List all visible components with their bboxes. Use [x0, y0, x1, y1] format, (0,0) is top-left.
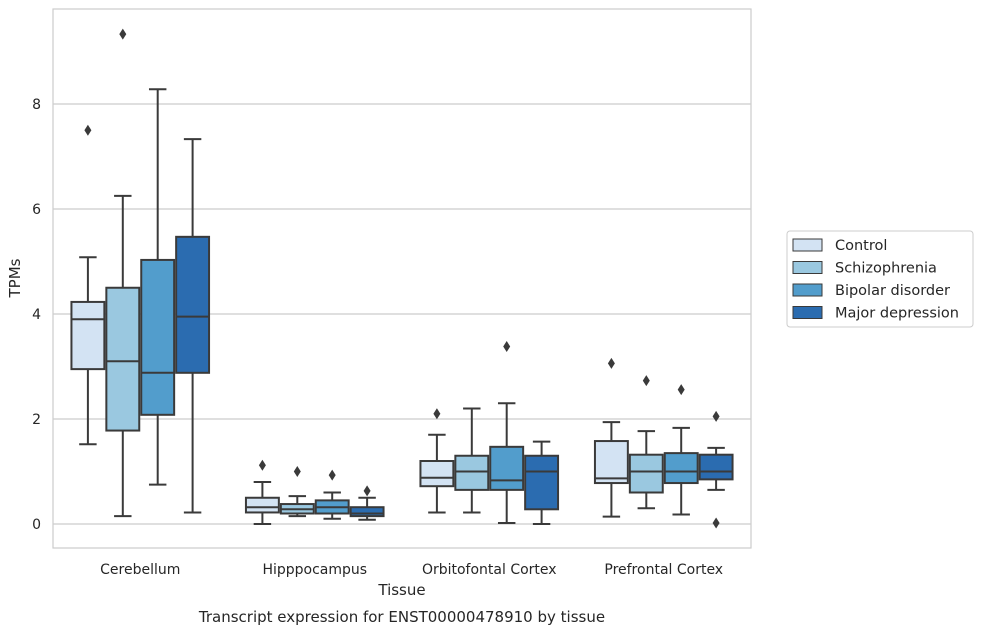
legend-frame	[786, 230, 974, 328]
box-body	[140, 258, 176, 416]
box-0-0	[70, 124, 106, 446]
outlier-point	[363, 485, 371, 497]
box-body	[593, 440, 629, 485]
box-3-2	[663, 384, 699, 516]
y-tick-label: 4	[32, 307, 41, 323]
outlier-point	[433, 408, 441, 420]
outlier-point	[677, 384, 685, 396]
legend-label: Control	[835, 238, 887, 254]
box-3-0	[593, 357, 629, 518]
box-groups	[70, 28, 734, 529]
box-body	[105, 286, 141, 432]
outlier-point	[712, 410, 720, 422]
box-body	[419, 460, 455, 488]
x-tick-label: Cerebellum	[100, 562, 180, 578]
box-1-1	[279, 466, 315, 518]
box-2-2	[489, 341, 525, 524]
legend-swatch	[792, 261, 823, 274]
y-tick-label: 6	[32, 202, 41, 218]
legend-label: Major depression	[835, 306, 959, 322]
legend-label: Schizophrenia	[835, 261, 937, 277]
outlier-point	[84, 124, 92, 136]
x-tick-label: Prefrontal Cortex	[604, 562, 723, 578]
x-axis-label: Tissue	[377, 581, 425, 599]
box-2-1	[454, 407, 490, 514]
plot-frame	[52, 8, 752, 549]
box-body	[349, 506, 385, 518]
outlier-point	[642, 375, 650, 387]
outlier-point	[328, 469, 336, 481]
box-body	[70, 300, 106, 371]
box-body	[454, 454, 490, 491]
box-2-3	[524, 440, 560, 525]
outlier-point	[258, 459, 266, 471]
box-3-3	[698, 410, 734, 529]
box-0-2	[140, 88, 176, 486]
y-tick-label: 8	[32, 97, 41, 113]
box-1-0	[244, 459, 280, 525]
outlier-point	[119, 28, 127, 40]
legend-swatch	[792, 238, 823, 252]
box-body	[628, 453, 664, 494]
outlier-point	[607, 357, 615, 369]
x-axis-ticks: Cerebellum Hipppocampus Orbitofontal Corte…	[100, 562, 723, 578]
x-tick-label: Hipppocampus	[262, 562, 367, 578]
box-body	[698, 453, 734, 481]
box-1-2	[314, 469, 350, 520]
outlier-point	[712, 517, 720, 529]
legend-swatch	[792, 283, 823, 297]
box-0-3	[175, 138, 211, 514]
y-axis-label: TPMs	[6, 258, 24, 298]
x-tick-label: Orbitofontal Cortex	[422, 562, 557, 578]
outlier-point	[293, 466, 301, 477]
box-body	[663, 452, 699, 485]
y-tick-label: 2	[32, 412, 41, 428]
box-2-0	[419, 408, 455, 514]
box-3-1	[628, 375, 664, 510]
box-body	[175, 235, 211, 374]
box-body	[524, 454, 560, 511]
box-body	[489, 445, 525, 491]
y-tick-label: 0	[32, 517, 41, 533]
outlier-point	[503, 341, 511, 353]
y-axis-ticks: 0 2 4 6 8	[32, 97, 41, 533]
box-1-3	[349, 485, 385, 521]
legend-label: Bipolar disorder	[835, 283, 950, 299]
figure-caption: Transcript expression for ENST0000047891…	[198, 608, 605, 626]
box-body	[244, 496, 280, 514]
legend-swatch	[792, 306, 823, 319]
box-0-1	[105, 28, 141, 518]
legend: Control Schizophrenia Bipolar disorder Majo…	[786, 230, 974, 328]
